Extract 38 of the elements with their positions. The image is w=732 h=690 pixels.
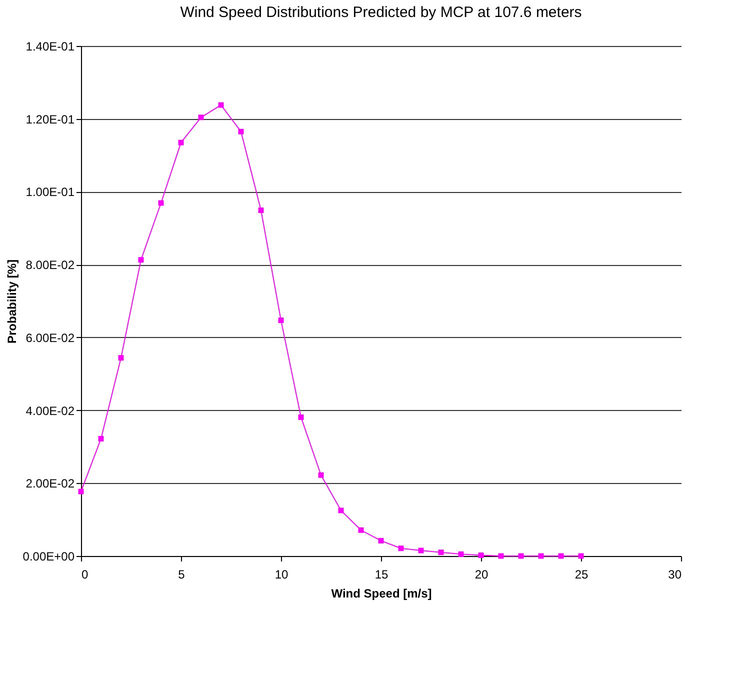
point xyxy=(338,508,344,514)
point xyxy=(258,208,264,214)
point xyxy=(118,355,124,361)
chart-title: Wind Speed Distributions Predicted by MCP at 107.6 meters xyxy=(180,4,582,21)
y-tick-label: 0.00E+00 xyxy=(22,550,75,564)
y-tick-label: 6.00E-02 xyxy=(26,330,75,345)
y-tick-label: 4.00E-02 xyxy=(26,404,75,418)
y-axis-title: Probability [%] xyxy=(4,259,19,344)
x-tick-label: 15 xyxy=(374,568,388,582)
y-tick-label: 1.40E-01 xyxy=(26,40,75,54)
point xyxy=(378,538,384,544)
point xyxy=(278,318,284,324)
point xyxy=(238,128,244,134)
point xyxy=(478,552,484,558)
x-tick-label: 30 xyxy=(668,568,682,582)
point xyxy=(298,414,304,420)
point xyxy=(218,102,224,108)
point xyxy=(398,546,404,552)
point xyxy=(318,472,324,478)
x-tick-label: 10 xyxy=(274,568,288,582)
y-tick-label: 2.00E-02 xyxy=(26,476,75,491)
point xyxy=(418,548,424,554)
point xyxy=(178,140,184,146)
point xyxy=(78,488,84,494)
y-tick-label: 8.00E-02 xyxy=(26,258,75,272)
point xyxy=(458,551,464,557)
x-tick-label: 5 xyxy=(178,568,186,582)
x-tick-label: 25 xyxy=(574,568,588,582)
point xyxy=(98,436,104,442)
point xyxy=(198,114,204,120)
point xyxy=(358,527,364,533)
x-tick-label: 20 xyxy=(474,568,488,582)
x-tick-label: 0 xyxy=(82,568,88,582)
x-axis-title: Wind Speed [m/s] xyxy=(331,586,432,600)
point xyxy=(438,550,444,556)
point xyxy=(138,257,144,263)
y-tick-label: 1.20E-01 xyxy=(26,112,75,126)
y-tick-label: 1.00E-01 xyxy=(26,185,75,200)
